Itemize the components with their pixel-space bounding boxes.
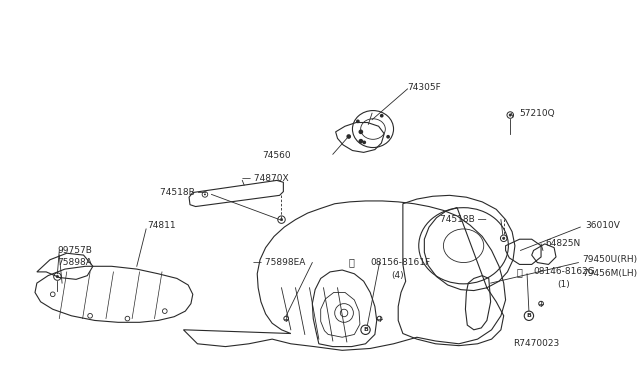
Text: (1): (1) [557, 280, 570, 289]
Text: 08156-8161F: 08156-8161F [370, 258, 430, 267]
Text: 57210Q: 57210Q [520, 109, 556, 118]
Text: 79456M(LH): 79456M(LH) [582, 269, 637, 278]
Text: — 75898EA: — 75898EA [253, 258, 306, 267]
Text: Ⓑ: Ⓑ [516, 267, 522, 277]
Circle shape [204, 193, 206, 195]
Text: 36010V: 36010V [585, 221, 620, 230]
Circle shape [280, 218, 283, 221]
Text: 74560: 74560 [262, 151, 291, 160]
Circle shape [56, 275, 58, 278]
Text: B: B [363, 327, 368, 332]
Circle shape [509, 114, 511, 116]
Text: 79450U(RH): 79450U(RH) [582, 255, 637, 264]
Circle shape [358, 139, 363, 144]
Text: B: B [527, 313, 531, 318]
Text: 99757B: 99757B [58, 246, 92, 255]
Text: 74518B —: 74518B — [440, 215, 487, 224]
Text: 75898A: 75898A [58, 258, 92, 267]
Circle shape [362, 141, 366, 144]
Text: 74811: 74811 [147, 221, 175, 230]
Circle shape [358, 129, 363, 134]
Text: 74518B —: 74518B — [160, 188, 207, 197]
Circle shape [502, 237, 505, 240]
Text: 74305F: 74305F [408, 83, 442, 92]
Circle shape [387, 135, 390, 139]
Text: 08146-8162G: 08146-8162G [534, 267, 595, 276]
Text: 64825N: 64825N [546, 240, 581, 248]
Text: — 74870X: — 74870X [243, 174, 289, 183]
Circle shape [380, 114, 383, 118]
Circle shape [356, 119, 360, 123]
Circle shape [346, 134, 351, 139]
Text: R7470023: R7470023 [513, 339, 559, 348]
Text: (4): (4) [392, 271, 404, 280]
Text: Ⓑ: Ⓑ [348, 257, 355, 267]
